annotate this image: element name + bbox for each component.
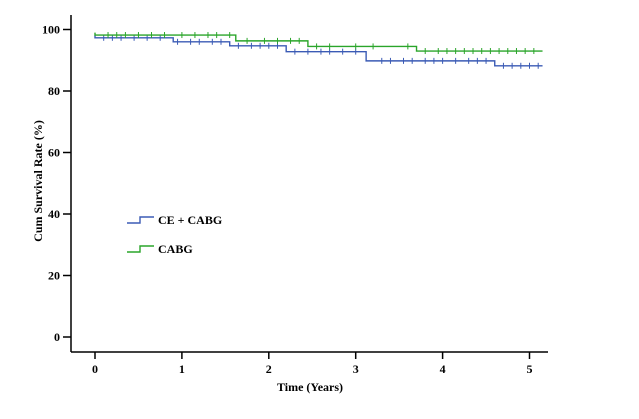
y-axis-title: Cum Survival Rate (%) [31, 120, 45, 242]
legend: CE + CABG CABG [127, 213, 222, 256]
y-tick-label: 0 [54, 330, 60, 344]
ticks: 0 20 40 60 80 100 0 1 2 3 4 5 [42, 23, 533, 377]
y-tick-label: 100 [42, 23, 60, 37]
y-tick-label: 20 [48, 269, 60, 283]
axes [70, 15, 548, 353]
y-tick-label: 80 [48, 84, 60, 98]
legend-swatch [127, 245, 154, 253]
x-tick-label: 5 [527, 362, 533, 376]
legend-label: CABG [158, 242, 193, 256]
series-line-cabg [94, 32, 543, 52]
x-tick-label: 0 [92, 362, 98, 376]
x-tick-label: 1 [179, 362, 185, 376]
legend-swatch [127, 216, 154, 224]
x-tick-label: 4 [440, 362, 446, 376]
plot-layer [94, 32, 543, 69]
x-tick-label: 3 [353, 362, 359, 376]
x-axis-title: Time (Years) [277, 380, 343, 394]
y-tick-label: 60 [48, 146, 60, 160]
x-tick-label: 2 [266, 362, 272, 376]
y-tick-label: 40 [48, 207, 60, 221]
legend-label: CE + CABG [158, 213, 222, 227]
series-line-ce-cabg [94, 35, 543, 67]
